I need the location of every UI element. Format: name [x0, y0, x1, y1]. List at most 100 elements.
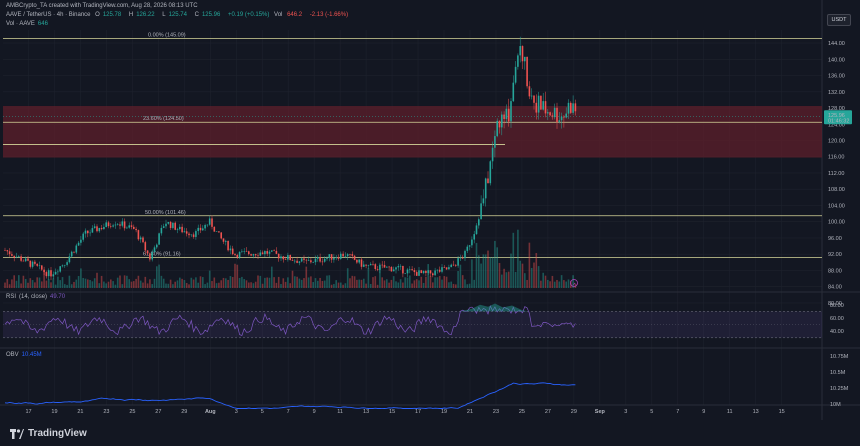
- time-axis-label: 17: [25, 409, 31, 415]
- obv-axis-label: 10.75M: [830, 354, 849, 360]
- volume-bar: [271, 266, 273, 288]
- currency-button[interactable]: USDT: [827, 14, 851, 26]
- volume-bar: [369, 283, 372, 288]
- candle-body: [553, 107, 556, 118]
- volume-bar: [93, 278, 96, 288]
- candle-body: [287, 255, 289, 260]
- symbol-name[interactable]: AAVE / TetherUS · 4h · Binance: [6, 12, 91, 18]
- candle-body: [452, 264, 455, 266]
- volume-bar: [84, 278, 87, 288]
- volume-bar: [399, 279, 402, 288]
- candle-body: [418, 270, 420, 276]
- candle-body: [204, 225, 206, 229]
- candle-body: [24, 258, 27, 262]
- candle-body: [420, 270, 423, 274]
- candle-body: [344, 256, 347, 257]
- obv-pane: 10.75M 10.5M 10.25M 10M: [4, 354, 849, 409]
- volume-bar: [333, 284, 335, 288]
- volume-bar: [468, 283, 471, 288]
- time-axis[interactable]: 17 19 21 23 25 27 29 Aug 3 5 7 9 11 13 15 17 19 21 23 25 27 2…: [25, 409, 784, 415]
- volume-indicator-legend[interactable]: Vol · AAVE 646: [6, 21, 48, 27]
- alert-icon[interactable]: [570, 279, 578, 287]
- volume-bars: [4, 229, 577, 288]
- ohlc-close: C 125.96: [194, 12, 221, 18]
- volume-bar: [560, 275, 563, 288]
- volume-bar: [307, 277, 310, 288]
- candle-body: [282, 256, 285, 260]
- volume-bar: [558, 281, 561, 288]
- tradingview-logo[interactable]: TradingView: [10, 428, 87, 439]
- candle-body: [271, 250, 273, 252]
- candle-body: [36, 263, 38, 266]
- candle-body: [572, 103, 574, 113]
- volume-bar: [466, 284, 469, 288]
- candle-body: [257, 255, 259, 256]
- volume-bar: [457, 270, 459, 288]
- candle-body: [264, 251, 266, 255]
- volume-bar: [349, 278, 351, 288]
- volume-bar: [310, 276, 312, 288]
- candle-body: [167, 221, 170, 224]
- volume-bar: [402, 282, 404, 288]
- volume-bar: [268, 277, 271, 288]
- volume-bar: [208, 270, 211, 288]
- volume-bar: [498, 263, 501, 288]
- volume-bar: [162, 278, 165, 288]
- volume-bar: [420, 276, 423, 288]
- candle-body: [137, 230, 140, 240]
- candle-body: [512, 82, 515, 102]
- volume-bar: [381, 277, 383, 288]
- volume-bar: [151, 284, 153, 288]
- volume-bar: [266, 277, 268, 288]
- volume-bar: [478, 255, 480, 288]
- volume-bar: [135, 278, 137, 288]
- candle-body: [365, 264, 367, 266]
- rsi-legend[interactable]: RSI (14, close) 49.70: [6, 294, 66, 300]
- candle-body: [64, 264, 66, 266]
- volume-bar: [204, 284, 206, 288]
- volume-bar: [510, 253, 512, 288]
- volume-bar: [330, 284, 333, 288]
- candle-body: [519, 46, 521, 56]
- candle-body: [491, 147, 494, 162]
- volume-bar: [105, 283, 107, 288]
- candle-body: [468, 245, 471, 247]
- grid-lines: [0, 0, 860, 420]
- candle-body: [176, 229, 179, 230]
- volume-bar: [383, 280, 386, 288]
- tradingview-logo-icon: [10, 428, 24, 439]
- candle-body: [388, 266, 390, 268]
- price-axis-label: 84.00: [828, 285, 842, 291]
- volume-bar: [47, 279, 50, 288]
- candle-body: [142, 237, 144, 243]
- volume-bar: [156, 266, 158, 288]
- candle-body: [215, 231, 218, 232]
- price-axis[interactable]: 144.00 140.00 136.00 132.00 128.00 124.00 120.…: [828, 41, 845, 307]
- candle-body: [379, 264, 381, 270]
- candle-body: [342, 253, 344, 257]
- obv-legend[interactable]: OBV 10.45M: [6, 352, 42, 358]
- volume-bar: [34, 282, 36, 288]
- time-axis-label: Sep: [595, 409, 606, 415]
- candlesticks: [4, 36, 577, 281]
- candle-body: [310, 260, 312, 263]
- volume-bar: [501, 274, 503, 288]
- candle-body: [323, 258, 326, 262]
- time-axis-label: 23: [103, 409, 109, 415]
- volume-bar: [415, 279, 418, 288]
- candle-body: [245, 251, 248, 252]
- candle-body: [567, 102, 570, 114]
- candle-body: [461, 257, 464, 259]
- candle-body: [98, 227, 101, 232]
- volume-bar: [434, 277, 436, 288]
- candle-body: [305, 259, 308, 261]
- volume-bar: [503, 268, 505, 288]
- candle-body: [496, 120, 498, 137]
- fib-retracement[interactable]: 0.00% (145.09) 23.60% (124.50) 50.00% (101…: [3, 33, 822, 258]
- volume-bar: [213, 277, 216, 288]
- current-price-countdown: 01:46:32: [828, 118, 849, 124]
- volume-bar: [146, 283, 149, 288]
- volume-bar: [229, 276, 232, 288]
- candle-body: [547, 112, 549, 114]
